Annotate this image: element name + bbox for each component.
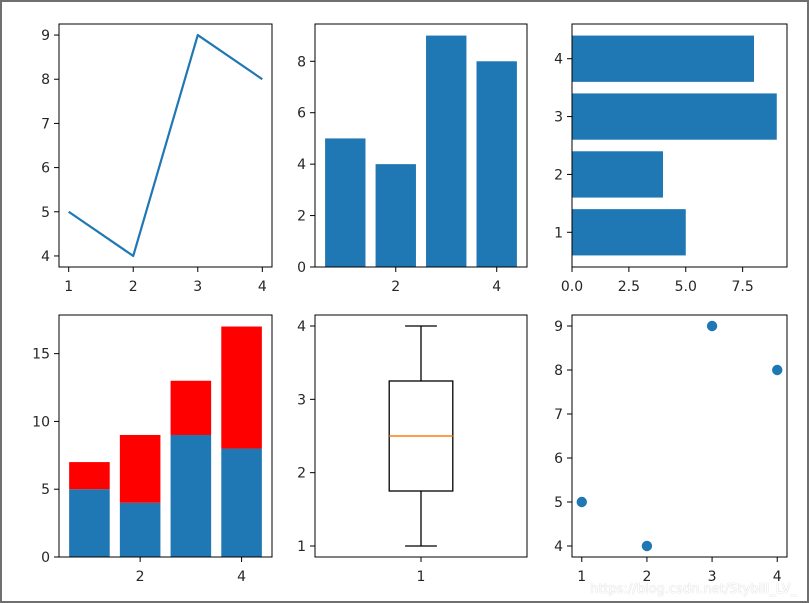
hbar [572,35,755,82]
stacked-bar-bottom [221,448,262,557]
plot-area [69,326,262,557]
x-tick-label: 7.5 [732,279,754,295]
y-tick-label: 5 [41,205,50,221]
y-tick-label: 3 [554,110,563,126]
x-tick-label: 4 [258,279,267,295]
stacked-bar-bottom [170,434,212,557]
axes-frame [571,23,788,268]
y-tick-label: 1 [554,225,563,241]
subplot-6: 1 2 3 4 4 5 6 7 8 9 [554,314,788,585]
axes-frame [58,314,273,558]
y-tick-label: 7 [554,407,563,423]
x-tick-label: 2 [391,279,400,295]
y-tick-label: 6 [297,106,306,122]
watermark-text: https://blog.csdn.net/Stybill_LV_ [590,582,797,597]
bar [426,35,467,267]
y-tick-label: 4 [41,249,50,265]
scatter-point [706,320,718,332]
x-tick-label: 4 [492,279,501,295]
x-tick-label: 1 [577,569,586,585]
y-tick-label: 7 [41,116,50,132]
axes-frame [58,23,273,268]
plot-area [68,33,263,258]
y-tick-label: 8 [297,54,306,70]
stacked-bar-bottom [119,502,161,557]
stacked-bar-top [170,380,212,435]
y-tick-label: 2 [297,466,306,482]
subplot-1: 1 2 3 4 4 5 6 7 8 9 [41,23,273,295]
stacked-bar-top [221,326,262,449]
y-tick-label: 8 [41,72,50,88]
scatter-point [576,496,587,508]
plot-area [388,325,454,547]
x-tick-label: 4 [237,569,246,585]
hbar [572,93,777,140]
axes-frame [314,23,528,268]
plot-area [576,320,783,552]
x-tick-label: 2.5 [618,279,640,295]
subplot-2: 2 4 0 2 4 6 8 [297,23,528,295]
y-tick-label: 9 [41,28,50,44]
x-tick-label: 1 [64,279,73,295]
y-tick-label: 0 [41,550,50,566]
y-tick-label: 8 [554,363,563,379]
y-tick-label: 1 [297,539,306,555]
subplot-3: 0.0 2.5 5.0 7.5 1 2 3 4 [554,23,788,295]
plot-area [325,35,517,267]
y-tick-label: 4 [554,539,563,555]
y-tick-label: 10 [32,414,50,430]
x-tick-label: 4 [773,569,782,585]
scatter-point [772,364,783,376]
y-tick-label: 9 [554,319,563,335]
x-tick-label: 0.0 [561,279,583,295]
x-tick-label: 5.0 [675,279,697,295]
y-tick-label: 5 [554,495,563,511]
plot-area [572,35,777,256]
stacked-bar-bottom [69,489,110,557]
hbar [572,209,686,256]
stacked-bar-top [119,434,161,503]
line-series [68,33,263,258]
y-tick-label: 2 [554,167,563,183]
y-tick-label: 2 [297,209,306,225]
y-tick-label: 5 [41,482,50,498]
bar [375,164,416,267]
x-tick-label: 2 [642,569,651,585]
y-tick-label: 3 [297,392,306,408]
x-tick-label: 3 [193,279,202,295]
y-tick-label: 4 [297,319,306,335]
x-tick-label: 2 [136,569,145,585]
y-tick-label: 6 [41,161,50,177]
y-tick-label: 4 [554,52,563,68]
subplot-4: 2 4 0 5 10 15 [32,314,273,585]
hbar [572,151,664,198]
bar [476,61,517,267]
scatter-point [641,540,653,552]
bar [325,138,366,267]
y-tick-label: 4 [297,157,306,173]
axes-frame [571,314,788,558]
y-tick-label: 15 [32,347,50,363]
x-tick-label: 2 [129,279,138,295]
subplot-5: 1 1 2 3 4 [297,314,528,585]
x-tick-label: 3 [708,569,717,585]
y-tick-label: 0 [297,260,306,276]
x-tick-label: 1 [417,569,426,585]
stacked-bar-top [69,462,110,490]
y-tick-label: 6 [554,451,563,467]
